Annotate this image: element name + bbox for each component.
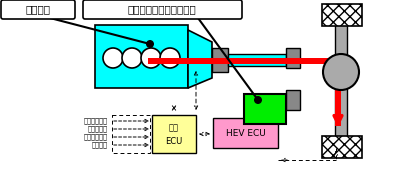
Bar [322, 136, 362, 158]
Circle shape [160, 48, 180, 68]
FancyBboxPatch shape [1, 0, 75, 19]
Circle shape [146, 40, 154, 48]
Text: エンジン: エンジン [26, 4, 50, 14]
Bar [286, 48, 300, 68]
Text: HEV ECU: HEV ECU [226, 129, 265, 138]
Bar [152, 115, 196, 153]
Text: ECU: ECU [165, 137, 183, 146]
FancyBboxPatch shape [83, 0, 242, 19]
Text: アクセル信号: アクセル信号 [84, 118, 108, 124]
Text: モーター＆ジェネレータ: モーター＆ジェネレータ [128, 4, 196, 14]
Text: 車両: 車両 [169, 123, 179, 132]
Bar [286, 58, 335, 64]
Text: 車速信号: 車速信号 [92, 142, 108, 148]
Bar [213, 118, 278, 148]
Polygon shape [188, 30, 212, 88]
Bar [335, 58, 341, 126]
Bar [244, 94, 286, 124]
Text: シフト信号: シフト信号 [88, 126, 108, 132]
Bar [322, 4, 362, 26]
Bar [335, 20, 347, 148]
Text: ブレーキ信号: ブレーキ信号 [84, 134, 108, 140]
Polygon shape [95, 25, 188, 88]
Circle shape [122, 48, 142, 68]
Circle shape [141, 48, 161, 68]
Bar [286, 90, 300, 110]
Bar [228, 54, 286, 66]
Circle shape [254, 96, 262, 104]
Circle shape [323, 54, 359, 90]
Bar [212, 48, 228, 72]
Bar [148, 58, 330, 64]
Circle shape [103, 48, 123, 68]
Bar [112, 115, 150, 153]
